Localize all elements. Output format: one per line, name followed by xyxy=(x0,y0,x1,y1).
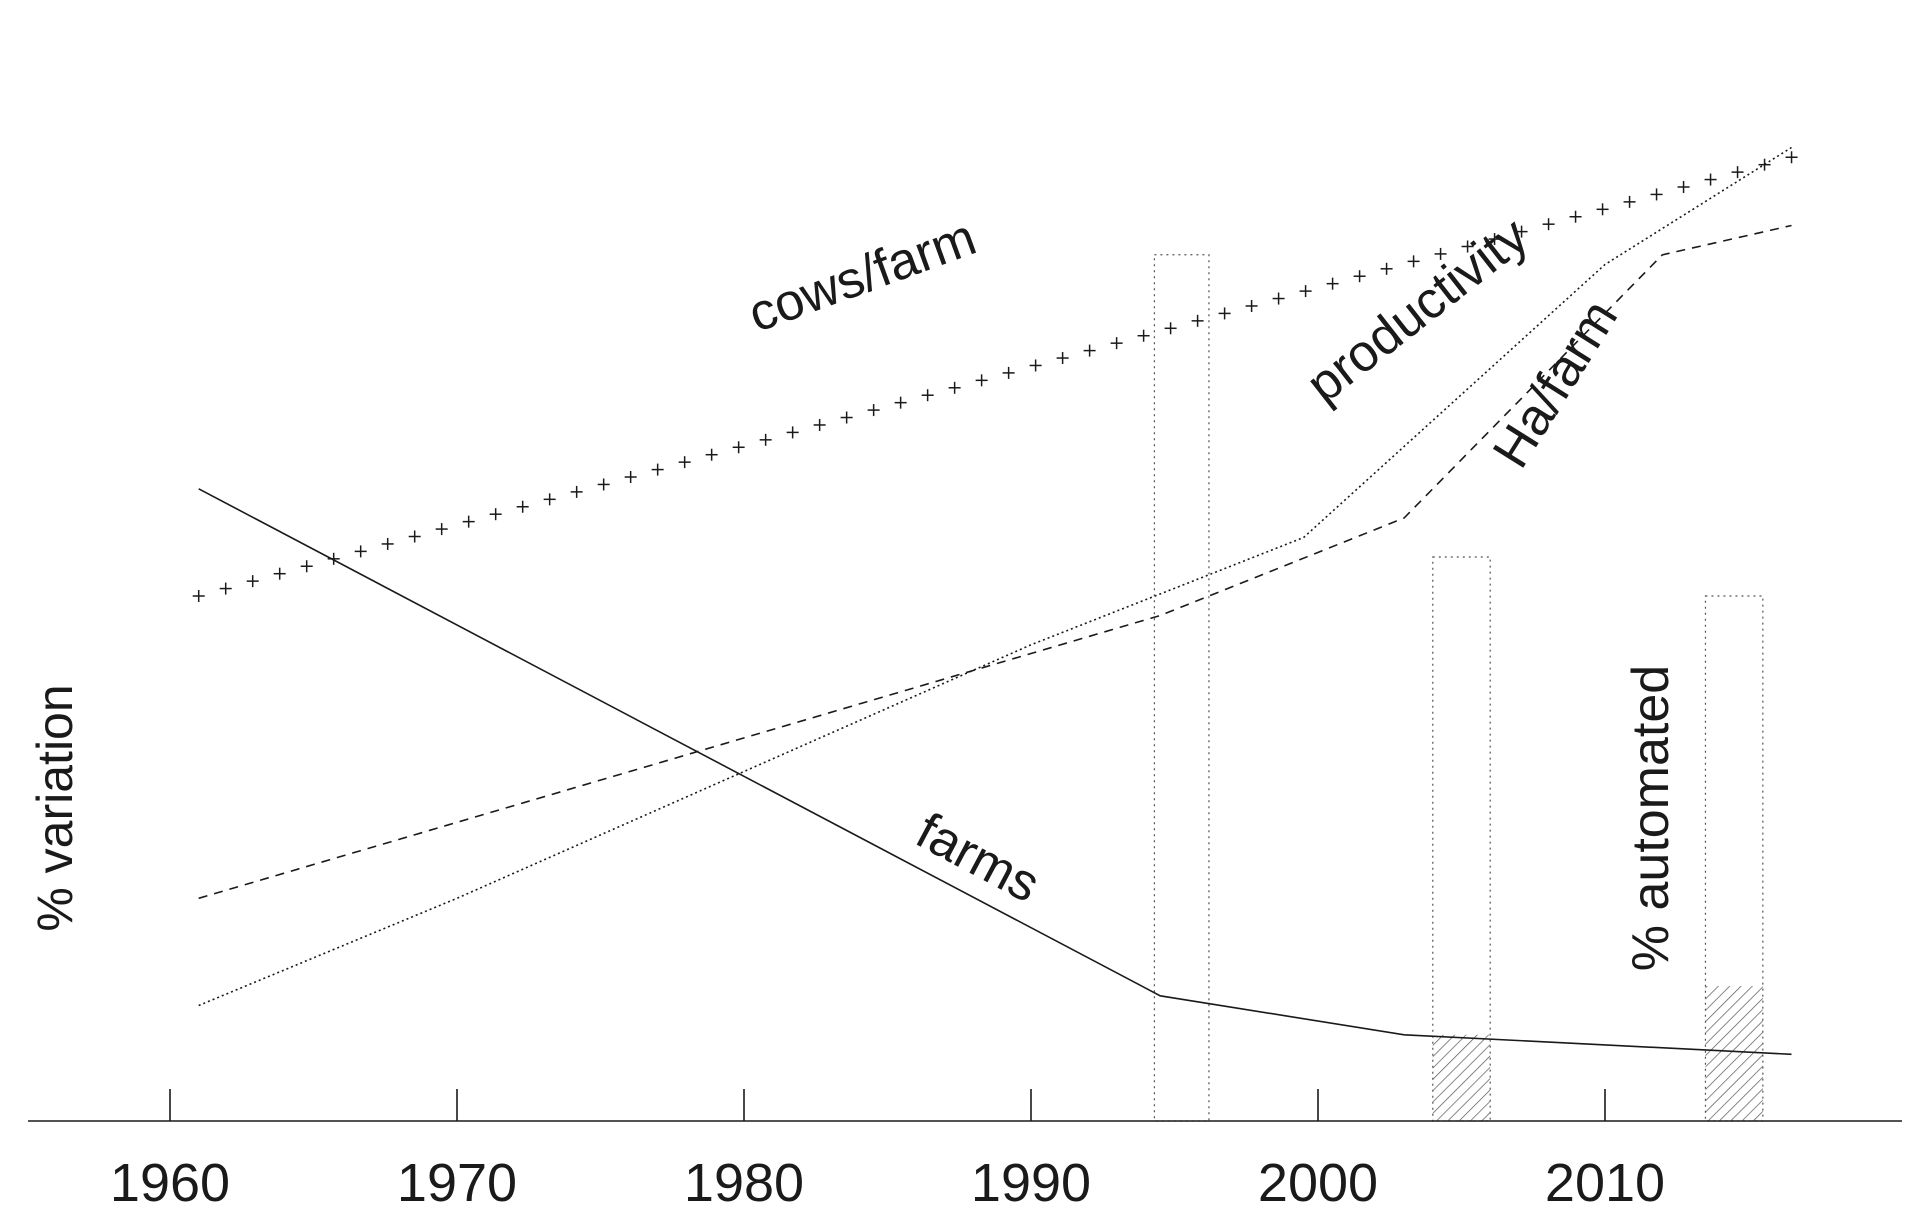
y-axis-title: % variation xyxy=(27,684,83,931)
marker-cows-farm-34 xyxy=(1110,337,1123,350)
automation-bar-hatch-1 xyxy=(1432,1034,1491,1121)
marker-cows-farm-42 xyxy=(1326,277,1339,290)
marker-cows-farm-13 xyxy=(543,493,556,506)
marker-cows-farm-16 xyxy=(624,471,637,484)
marker-cows-farm-56 xyxy=(1704,173,1717,186)
marker-cows-farm-33 xyxy=(1083,344,1096,357)
marker-cows-farm-19 xyxy=(705,448,718,461)
marker-cows-farm-23 xyxy=(813,418,826,431)
marker-cows-farm-50 xyxy=(1542,218,1555,231)
marker-cows-farm-30 xyxy=(1002,366,1015,379)
marker-cows-farm-51 xyxy=(1569,210,1582,223)
x-tick-label-2010: 2010 xyxy=(1545,1153,1665,1213)
x-axis-ticks: 1960 1970 1980 1990 2000 2010 xyxy=(110,1089,1665,1213)
marker-cows-farm-24 xyxy=(840,411,853,424)
automation-bar-2 xyxy=(1704,595,1764,1122)
marker-cows-farm-0 xyxy=(192,590,205,602)
marker-cows-farm-36 xyxy=(1164,322,1177,335)
marker-cows-farm-55 xyxy=(1677,180,1690,193)
marker-cows-farm-8 xyxy=(408,530,421,543)
marker-cows-farm-59 xyxy=(1785,151,1798,164)
label-percent-automated: % automated xyxy=(1622,665,1680,971)
x-tick-label-1990: 1990 xyxy=(971,1153,1091,1213)
label-ha-per-farm: Ha/farm xyxy=(1482,290,1629,478)
marker-cows-farm-25 xyxy=(867,404,880,417)
marker-cows-farm-6 xyxy=(354,545,367,558)
marker-cows-farm-20 xyxy=(732,441,745,454)
marker-cows-farm-37 xyxy=(1191,314,1204,327)
marker-cows-farm-43 xyxy=(1353,270,1366,283)
marker-cows-farm-52 xyxy=(1596,203,1609,216)
label-cows-per-farm: cows/farm xyxy=(741,208,983,344)
marker-cows-farm-44 xyxy=(1380,262,1393,275)
marker-cows-farm-21 xyxy=(759,433,772,446)
marker-cows-farm-40 xyxy=(1272,292,1285,305)
marker-cows-farm-10 xyxy=(462,515,475,528)
automation-bar-1 xyxy=(1432,556,1491,1122)
marker-cows-farm-48 xyxy=(1488,233,1501,246)
x-tick-label-1970: 1970 xyxy=(397,1153,517,1213)
label-productivity: productivity xyxy=(1296,207,1539,415)
marker-cows-farm-47 xyxy=(1461,240,1474,253)
marker-cows-farm-11 xyxy=(489,508,502,521)
marker-cows-farm-15 xyxy=(597,478,610,491)
marker-cows-farm-45 xyxy=(1407,255,1420,268)
marker-cows-farm-53 xyxy=(1623,195,1636,208)
series-lines xyxy=(192,146,1798,1056)
marker-cows-farm-57 xyxy=(1731,166,1744,179)
marker-cows-farm-38 xyxy=(1218,307,1231,320)
automation-bar-hatch-2 xyxy=(1705,986,1763,1121)
marker-cows-farm-5 xyxy=(327,552,340,565)
x-tick-label-1960: 1960 xyxy=(110,1153,230,1213)
marker-cows-farm-29 xyxy=(975,374,988,387)
series-line-productivity xyxy=(198,146,1792,1007)
series-line-ha-farm xyxy=(198,224,1792,900)
marker-cows-farm-41 xyxy=(1299,285,1312,298)
x-tick-label-1980: 1980 xyxy=(684,1153,804,1213)
x-tick-label-2000: 2000 xyxy=(1258,1153,1378,1213)
marker-cows-farm-46 xyxy=(1434,247,1447,260)
marker-cows-farm-17 xyxy=(651,463,664,476)
automation-bars xyxy=(1153,254,1764,1122)
marker-cows-farm-4 xyxy=(300,560,313,573)
series-line-farms xyxy=(198,488,1792,1056)
marker-cows-farm-27 xyxy=(921,389,934,402)
marker-cows-farm-31 xyxy=(1029,359,1042,372)
marker-cows-farm-22 xyxy=(786,426,799,439)
marker-cows-farm-3 xyxy=(273,567,286,580)
marker-cows-farm-58 xyxy=(1758,158,1771,171)
marker-cows-farm-26 xyxy=(894,396,907,409)
marker-cows-farm-35 xyxy=(1137,329,1150,342)
marker-cows-farm-32 xyxy=(1056,352,1069,365)
automation-bar-0 xyxy=(1153,254,1210,1122)
marker-cows-farm-1 xyxy=(219,582,232,595)
marker-cows-farm-12 xyxy=(516,500,529,513)
marker-cows-farm-18 xyxy=(678,456,691,469)
label-farms: farms xyxy=(907,802,1049,914)
marker-cows-farm-7 xyxy=(381,537,394,550)
marker-cows-farm-28 xyxy=(948,381,961,394)
marker-cows-farm-9 xyxy=(435,523,448,536)
marker-cows-farm-39 xyxy=(1245,299,1258,312)
marker-cows-farm-2 xyxy=(246,575,259,588)
marker-cows-farm-49 xyxy=(1515,225,1528,238)
marker-cows-farm-14 xyxy=(570,485,583,498)
marker-cows-farm-54 xyxy=(1650,188,1663,201)
